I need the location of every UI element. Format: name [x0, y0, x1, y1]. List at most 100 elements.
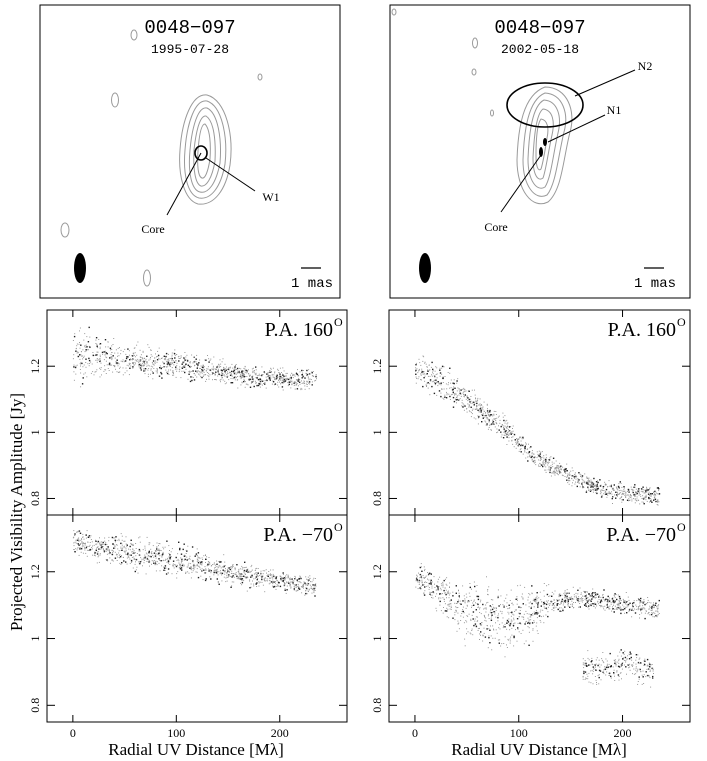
- data-point: [579, 473, 581, 475]
- data-point: [306, 369, 308, 372]
- data-point: [100, 367, 102, 369]
- data-point: [259, 386, 261, 388]
- data-point: [238, 570, 240, 572]
- data-point: [272, 585, 274, 587]
- data-point: [656, 504, 658, 505]
- data-point: [132, 543, 134, 545]
- data-point: [468, 410, 470, 412]
- data-point: [444, 592, 446, 594]
- data-point: [111, 560, 113, 561]
- data-point: [135, 555, 137, 557]
- data-point: [250, 575, 252, 577]
- data-point: [238, 577, 239, 579]
- data-point: [606, 660, 608, 662]
- data-point: [443, 600, 445, 602]
- data-point: [602, 596, 604, 599]
- data-point: [616, 670, 618, 672]
- data-point: [168, 553, 170, 554]
- data-point: [587, 650, 589, 652]
- position-angle-degree: O: [334, 520, 343, 534]
- data-point: [657, 504, 659, 506]
- data-point: [107, 560, 109, 562]
- data-point: [463, 396, 465, 398]
- data-point: [583, 672, 585, 675]
- data-point: [162, 546, 164, 548]
- data-point: [584, 664, 586, 666]
- data-point: [613, 672, 615, 674]
- data-point: [94, 555, 96, 557]
- data-point: [306, 373, 308, 375]
- data-point: [565, 600, 567, 602]
- data-point: [272, 578, 274, 580]
- data-point: [315, 374, 317, 376]
- data-point: [184, 358, 186, 360]
- data-point: [272, 576, 274, 578]
- data-point: [533, 598, 535, 600]
- data-point: [478, 416, 480, 418]
- data-point: [507, 422, 509, 424]
- data-point: [553, 599, 555, 601]
- data-point: [284, 588, 286, 590]
- data-point: [604, 483, 606, 485]
- data-point: [84, 372, 86, 374]
- data-point: [224, 383, 226, 385]
- data-point: [487, 589, 489, 590]
- data-point: [490, 599, 492, 601]
- data-point: [170, 363, 172, 365]
- data-point: [143, 364, 144, 366]
- data-point: [545, 463, 547, 465]
- data-point: [169, 365, 171, 367]
- data-point: [226, 576, 228, 578]
- data-point: [647, 599, 649, 601]
- data-point: [519, 437, 521, 439]
- data-point: [87, 536, 90, 538]
- data-point: [130, 554, 132, 556]
- data-point: [111, 553, 114, 556]
- data-point: [534, 461, 536, 463]
- data-point: [543, 455, 545, 457]
- data-point: [196, 354, 198, 356]
- data-point: [213, 570, 215, 572]
- data-point: [142, 357, 144, 359]
- data-point: [573, 594, 575, 596]
- data-point: [150, 357, 151, 358]
- data-point: [565, 472, 567, 474]
- data-point: [256, 384, 258, 387]
- data-point: [423, 584, 425, 586]
- data-point: [531, 455, 533, 458]
- data-point: [592, 592, 594, 594]
- data-point: [283, 381, 285, 383]
- data-point: [558, 470, 560, 471]
- data-point: [269, 575, 271, 576]
- data-point: [93, 544, 95, 546]
- data-point: [163, 566, 165, 568]
- data-point: [579, 598, 581, 599]
- data-point: [184, 555, 186, 557]
- data-point: [150, 354, 152, 356]
- data-point: [140, 363, 142, 365]
- data-point: [263, 371, 265, 373]
- data-point: [97, 351, 99, 353]
- data-point: [566, 595, 568, 598]
- data-point: [632, 605, 633, 606]
- data-point: [258, 373, 260, 375]
- data-point: [239, 372, 241, 374]
- data-point: [114, 352, 116, 354]
- data-point: [534, 456, 536, 458]
- data-point: [280, 579, 282, 581]
- data-point: [629, 651, 631, 653]
- data-point: [519, 436, 521, 438]
- data-point: [641, 498, 643, 499]
- data-point: [74, 333, 76, 335]
- data-point: [116, 544, 118, 546]
- data-point: [542, 603, 544, 605]
- data-point: [618, 604, 620, 606]
- data-point: [495, 616, 497, 618]
- data-point: [643, 660, 646, 662]
- data-point: [234, 366, 236, 368]
- data-point: [572, 482, 573, 484]
- data-point: [295, 372, 297, 373]
- data-point: [536, 613, 538, 615]
- data-point: [274, 383, 277, 385]
